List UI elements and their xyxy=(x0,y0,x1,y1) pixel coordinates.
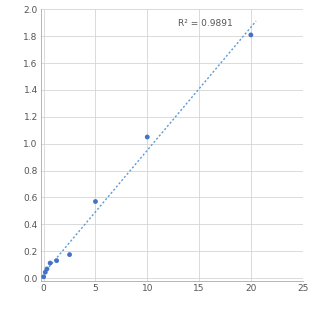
Point xyxy=(43,270,48,275)
Point xyxy=(44,266,49,271)
Point xyxy=(93,199,98,204)
Point xyxy=(67,252,72,257)
Point xyxy=(145,134,150,139)
Point xyxy=(248,32,253,37)
Point xyxy=(41,274,46,279)
Point xyxy=(48,261,53,266)
Point xyxy=(54,258,59,263)
Text: R² = 0.9891: R² = 0.9891 xyxy=(178,19,233,28)
